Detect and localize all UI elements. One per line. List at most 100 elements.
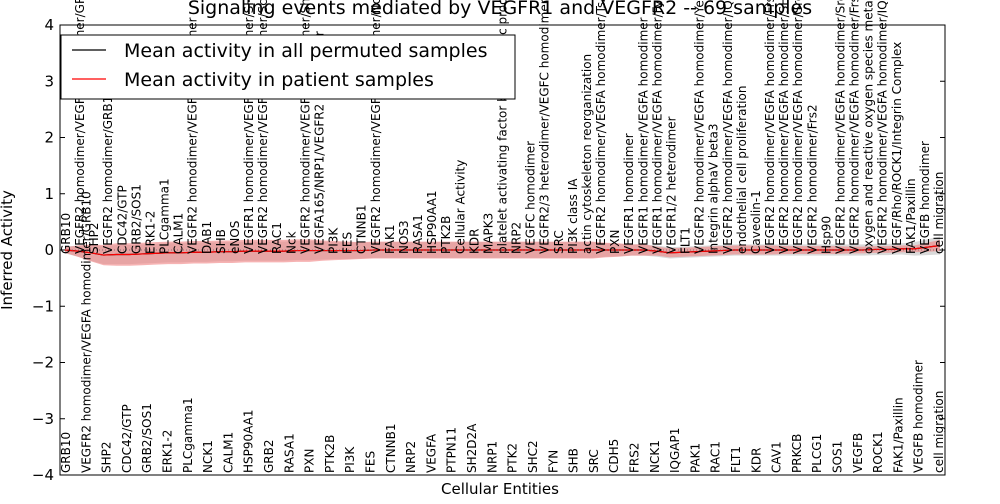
entity-label: PI3K — [327, 227, 341, 254]
entity-label: SHB — [214, 229, 228, 254]
entity-label: CTNNB1 — [355, 204, 369, 254]
y-axis-ticks: 4 3 2 1 0 −1 −2 −3 −4 — [32, 16, 945, 484]
x-tick-label: CDH5 — [607, 439, 621, 473]
patient-band — [65, 239, 940, 266]
entity-label: Nck — [284, 231, 298, 254]
entity-label: VEGFR1 homodimer/VEGFA homodimer/Fyn — [650, 0, 664, 254]
x-tick-label: SHB — [567, 448, 581, 473]
y-tick-label: 3 — [44, 72, 54, 90]
entity-label: cell migration — [932, 172, 946, 254]
x-tick-label: KDR — [749, 448, 763, 473]
x-tick-label: VEGFB homodimer — [912, 360, 926, 473]
x-tick-label: SRC — [587, 449, 601, 473]
entity-label: SHP2 — [87, 222, 101, 254]
x-tick-label: NRP2 — [404, 441, 418, 473]
entity-label: VEGF/Rho/ROCK1/Integrin Complex — [890, 42, 904, 254]
entity-label: PXN — [608, 230, 622, 254]
x-tick-label: RAC1 — [709, 441, 723, 473]
entity-label: VEGFR1/2 heterodimer — [664, 116, 678, 254]
entity-label: RASA1 — [411, 214, 425, 254]
entity-label: VEGFR1 homodimer/VEGFA homodimer — [636, 17, 650, 254]
x-tick-label: PTK2B — [323, 435, 337, 473]
x-tick-label: PRKCB — [790, 434, 804, 473]
x-tick-label: FES — [364, 451, 378, 473]
x-tick-label: NCK1 — [201, 440, 215, 473]
x-tick-label: PXN — [303, 449, 317, 473]
x-tick-label: FAK1/Paxillin — [891, 397, 905, 473]
entity-label: GRB2/SOS1 — [129, 184, 143, 254]
x-tick-label: NCK1 — [648, 440, 662, 473]
y-tick-label: −1 — [32, 297, 54, 315]
y-tick-label: 1 — [44, 185, 54, 203]
x-tick-label: NRP1 — [485, 441, 499, 473]
y-axis-label: Inferred Activity — [0, 190, 16, 310]
entity-label: VEGFR2 homodimer/VEGFA homodimer/Yes — [693, 0, 707, 254]
entity-label: FLT1 — [679, 227, 693, 254]
y-tick-label: −4 — [32, 466, 54, 484]
x-tick-label: HSP90AA1 — [242, 409, 256, 473]
y-tick-label: −3 — [32, 410, 54, 428]
x-tick-label: VEGFR2 homodimer/VEGFA homodimer/GRB10 — [79, 191, 93, 473]
entity-label: NOS3 — [397, 220, 411, 254]
entity-label: VEGFR2 homodimer/VEGFA homodimer/Src/Shb — [833, 0, 847, 254]
entity-label: PTK2B — [439, 216, 453, 254]
chart-title: Signaling events mediated by VEGFR1 and … — [188, 0, 812, 19]
entity-label: VEGFR2 homodimer/Frs2 — [805, 104, 819, 254]
entity-labels-lower: GRB10 VEGFR2 homodimer/VEGFA homodimer/GR… — [59, 191, 946, 473]
entity-label: VEGFR2 homodimer/VEGFA homodimer/Frs2/Nc… — [848, 0, 862, 254]
entity-label: VEGFR2 homodimer/VEGFA homodimer/SHP1 — [777, 0, 791, 254]
entity-label: MAPK3 — [481, 213, 495, 254]
x-tick-label: CALM1 — [221, 432, 235, 473]
x-tick-label: FRS2 — [627, 443, 641, 474]
entity-labels-upper: GRB10 VEGFR2 homodimer/VEGFA homodimer/GR… — [59, 0, 946, 254]
entity-label: ERK1-2 — [143, 211, 157, 254]
legend-label-patient: Mean activity in patient samples — [124, 69, 434, 91]
entity-label: Integrin alphaV beta3 — [707, 123, 721, 254]
x-tick-label: PTK2 — [506, 443, 520, 473]
entity-label: CDC42/GTP — [115, 185, 129, 254]
x-tick-label: GRB2/SOS1 — [140, 403, 154, 473]
legend: Mean activity in all permuted samples Me… — [60, 34, 516, 100]
entity-label: NRP2 — [510, 222, 524, 254]
entity-label: Cellular Activity — [453, 160, 467, 254]
entity-label: HSP90AA1 — [425, 190, 439, 254]
x-axis-label: Cellular Entities — [441, 480, 559, 498]
entity-label: VEGFR2 homodimer/VEGFA homodimer/IQGAP1/… — [876, 0, 890, 254]
entity-label: FAK1 — [383, 224, 397, 254]
entity-label: VEGFR2 homodimer/VEGFA homodimer/IQGAP1/… — [721, 0, 735, 254]
x-tick-label: IQGAP1 — [668, 428, 682, 473]
x-tick-label: PLCgamma1 — [181, 397, 195, 473]
entity-label: VEGFR2 homodimer/VEGFA homodimer/TsAd — [594, 0, 608, 254]
x-tick-label: FYN — [546, 450, 560, 473]
entity-label: eNOS — [228, 221, 242, 254]
entity-label: oxygen and reactive oxygen species metab… — [862, 0, 876, 254]
x-tick-label: ERK1-2 — [161, 430, 175, 473]
x-tick-label: SH2D2A — [465, 423, 479, 473]
entity-label: VEGFR2 homodimer/VEGFA homodimer/Src — [791, 0, 805, 254]
entity-label: Hsp90 — [819, 216, 833, 254]
entity-label: Caveolin-1 — [749, 190, 763, 254]
x-tick-label: GRB10 — [59, 432, 73, 473]
entity-label: CALM1 — [172, 213, 186, 254]
y-tick-label: −2 — [32, 354, 54, 372]
x-tick-label: SHC2 — [526, 440, 540, 473]
y-tick-label: 0 — [44, 241, 54, 259]
x-tick-label: RASA1 — [282, 433, 296, 473]
x-tick-label: ROCK1 — [871, 431, 885, 473]
entity-label: VEGFR1 homodimer — [622, 133, 636, 254]
x-tick-label: CAV1 — [770, 441, 784, 473]
entity-label: VEGFB homodimer — [918, 141, 932, 254]
x-tick-label: PLCG1 — [810, 434, 824, 473]
entity-label: VEGFR2 homodimer/VEGFA homodimer/Frs2 — [763, 0, 777, 254]
legend-label-permuted: Mean activity in all permuted samples — [124, 40, 487, 62]
entity-label: GRB10 — [59, 213, 73, 254]
x-tick-label: FLT1 — [729, 446, 743, 473]
series-line-patient — [64, 244, 941, 256]
entity-label: FES — [341, 232, 355, 254]
entity-label: RAC1 — [270, 222, 284, 254]
entity-label: DAB1 — [200, 221, 214, 254]
x-tick-label: VEGFA — [424, 433, 438, 473]
x-tick-label: CDC42/GTP — [120, 404, 134, 473]
